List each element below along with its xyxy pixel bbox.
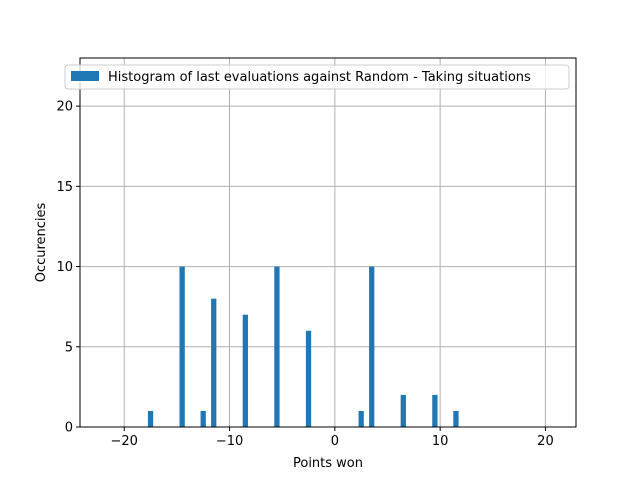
histogram-bar: [358, 410, 364, 427]
histogram-bar: [369, 266, 375, 427]
histogram-bar: [400, 394, 406, 427]
histogram-bar: [179, 266, 185, 427]
y-tick-label: 0: [65, 421, 73, 436]
plot-area-frame: [79, 57, 577, 428]
x-tick-label: 0: [331, 434, 339, 449]
y-tick-label: 10: [56, 260, 73, 275]
x-tick-label: 10: [432, 434, 449, 449]
y-tick-label: 15: [56, 180, 73, 195]
y-axis-label: Occurencies: [34, 202, 49, 282]
legend-label: Histogram of last evaluations against Ra…: [108, 70, 531, 85]
legend-swatch: [71, 71, 99, 81]
histogram-bar: [242, 314, 248, 427]
x-tick-label: −10: [216, 434, 243, 449]
y-tick-label: 5: [65, 340, 73, 355]
histogram-bar: [147, 410, 154, 427]
histogram-bar: [274, 266, 280, 427]
histogram-bar: [432, 394, 438, 427]
histogram-bar: [200, 410, 206, 427]
legend: Histogram of last evaluations against Ra…: [64, 64, 570, 90]
axis-ticks: −20 −10 0 10 20 0 5 10 15 20: [56, 100, 553, 449]
y-tick-label: 20: [56, 100, 73, 115]
histogram-bar: [211, 298, 217, 427]
x-axis-label: Points won: [293, 456, 363, 471]
histogram-bars: [147, 266, 459, 427]
x-tick-label: −20: [111, 434, 138, 449]
legend-box: [64, 64, 570, 90]
x-tick-label: 20: [537, 434, 554, 449]
histogram-bar: [305, 330, 312, 427]
histogram-bar: [453, 410, 459, 427]
